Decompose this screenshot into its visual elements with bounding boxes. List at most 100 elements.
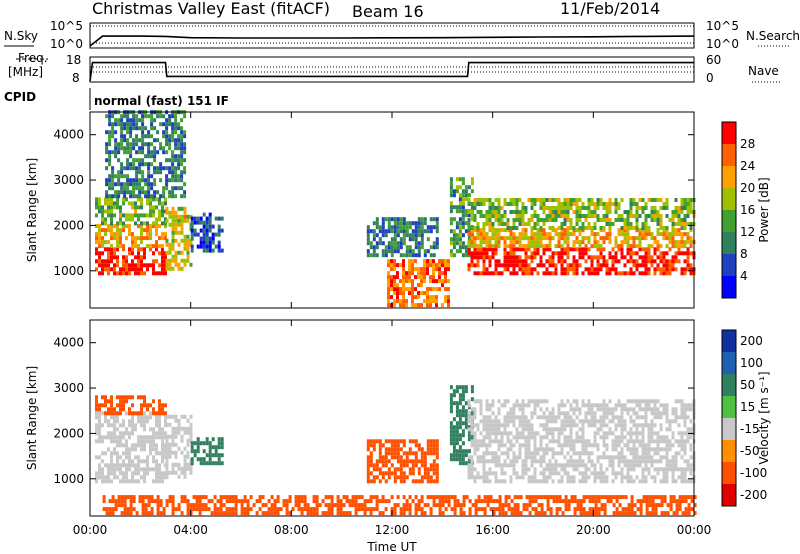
y-tick-label: 3000: [53, 381, 84, 395]
heatmap-region-8: [449, 177, 474, 258]
colorbar-tick-label: 200: [740, 334, 763, 348]
noise-right-tick-bottom: 10^0: [706, 37, 739, 51]
y-tick-label: 4000: [53, 128, 84, 142]
heatmap-region-3: [190, 437, 224, 466]
colorbar-frame: [721, 329, 737, 507]
cpid-value: normal (fast) 151 IF: [94, 94, 229, 108]
velocity-heatmap: [95, 385, 697, 516]
y-tick-label: 2000: [53, 426, 84, 440]
y-tick-label: 4000: [53, 336, 84, 350]
x-tick-label: 00:00: [677, 523, 712, 537]
colorbar-tick-label: 4: [740, 269, 748, 283]
y-tick-label: 2000: [53, 218, 84, 232]
heatmap-region-10: [467, 228, 696, 249]
power-colorbar-label: Power [dB]: [757, 177, 771, 242]
velocity-y-axis: 1000 2000 3000 4000: [53, 336, 694, 486]
noise-left-tick-top: 10^5: [50, 19, 83, 33]
colorbar-tick-label: 15: [740, 400, 755, 414]
colorbar-tick-label: 20: [740, 181, 755, 195]
heatmap-region-5: [449, 385, 474, 466]
colorbar-tick-label: -15: [740, 422, 760, 436]
velocity-colorbar: 200 100 50 15 -15 -50 -100 -200: [721, 329, 767, 507]
x-tick-label: 00:00: [73, 523, 108, 537]
noise-right-tick-top: 10^5: [706, 19, 739, 33]
heatmap-region-4: [366, 439, 439, 484]
heatmap-region-2: [165, 414, 193, 479]
colorbar-swatch: [722, 188, 736, 210]
beam-label: Beam 16: [352, 2, 424, 21]
cpid-label: CPID: [4, 90, 36, 104]
heatmap-region-0: [95, 247, 167, 276]
station-title: Christmas Valley East (fitACF): [92, 0, 330, 18]
time-x-axis: 00:00 04:00 08:00 12:00 16:00 20:00 00:00: [73, 112, 712, 537]
colorbar-swatch: [722, 330, 736, 352]
heatmap-region-4: [165, 206, 193, 271]
heatmap-region-5: [190, 212, 224, 253]
colorbar-swatch: [722, 122, 736, 144]
y-tick-label: 1000: [53, 264, 84, 278]
heatmap-region-7: [102, 495, 697, 516]
heatmap-region-0: [95, 411, 167, 484]
power-ylabel: Slant Range [km]: [25, 158, 39, 262]
freq-tick-top: 18: [66, 53, 81, 67]
y-tick-label: 1000: [53, 472, 84, 486]
colorbar-swatch: [722, 484, 736, 506]
colorbar-swatch: [722, 440, 736, 462]
noise-left-tick-bottom: 10^0: [50, 37, 83, 51]
heatmap-region-6: [467, 399, 696, 484]
colorbar-tick-label: -50: [740, 444, 760, 458]
colorbar-swatch: [722, 254, 736, 276]
velocity-ylabel: Slant Range [km]: [25, 366, 39, 470]
y-tick-label: 3000: [53, 173, 84, 187]
colorbar-swatch: [722, 396, 736, 418]
power-y-axis: 1000 2000 3000 4000: [53, 128, 694, 278]
nave-label: Nave: [748, 64, 779, 78]
nave-tick-top: 60: [706, 53, 721, 67]
heatmap-region-3: [105, 110, 187, 199]
colorbar-frame: [721, 121, 737, 299]
power-heatmap: [95, 110, 696, 308]
heatmap-region-6: [366, 217, 439, 258]
heatmap-region-11: [467, 198, 696, 230]
x-tick-label: 04:00: [173, 523, 208, 537]
heatmap-region-9: [467, 247, 696, 276]
colorbar-tick-label: -100: [740, 466, 767, 480]
x-axis-label: Time UT: [366, 540, 417, 554]
colorbar-swatch: [722, 232, 736, 254]
x-tick-label: 08:00: [274, 523, 309, 537]
date-label: 11/Feb/2014: [560, 0, 660, 18]
colorbar-tick-label: 100: [740, 356, 763, 370]
noise-sky-line: [89, 35, 695, 47]
frequency-panel-frame: [89, 56, 695, 83]
colorbar-tick-label: 8: [740, 247, 748, 261]
colorbar-tick-label: 50: [740, 378, 755, 392]
colorbar-tick-label: 24: [740, 159, 755, 173]
colorbar-swatch: [722, 462, 736, 484]
freq-label-2: [MHz]: [8, 65, 43, 79]
colorbar-tick-label: 16: [740, 203, 755, 217]
colorbar-swatch: [722, 210, 736, 232]
colorbar-swatch: [722, 352, 736, 374]
heatmap-region-7: [387, 259, 450, 308]
freq-tick-bottom: 8: [72, 71, 80, 85]
colorbar-swatch: [722, 144, 736, 166]
noise-right-label: N.Search: [746, 29, 800, 43]
freq-label-1: Freq.: [18, 51, 48, 65]
heatmap-region-1: [95, 395, 167, 416]
noise-left-label: N.Sky: [4, 29, 38, 43]
nave-tick-bottom: 0: [706, 71, 714, 85]
heatmap-region-2: [95, 197, 167, 226]
velocity-colorbar-label: Velocity [m s⁻¹]: [757, 371, 771, 464]
colorbar-swatch: [722, 276, 736, 298]
colorbar-swatch: [722, 418, 736, 440]
colorbar-tick-label: 12: [740, 225, 755, 239]
colorbar-tick-label: 28: [740, 137, 755, 151]
x-tick-label: 16:00: [475, 523, 510, 537]
frequency-line: [89, 61, 694, 82]
colorbar-tick-label: -200: [740, 488, 767, 502]
noise-panel-frame: [89, 22, 695, 49]
colorbar-swatch: [722, 374, 736, 396]
power-colorbar: 4 8 12 16 20 24 28: [721, 121, 755, 299]
x-tick-label: 12:00: [375, 523, 410, 537]
